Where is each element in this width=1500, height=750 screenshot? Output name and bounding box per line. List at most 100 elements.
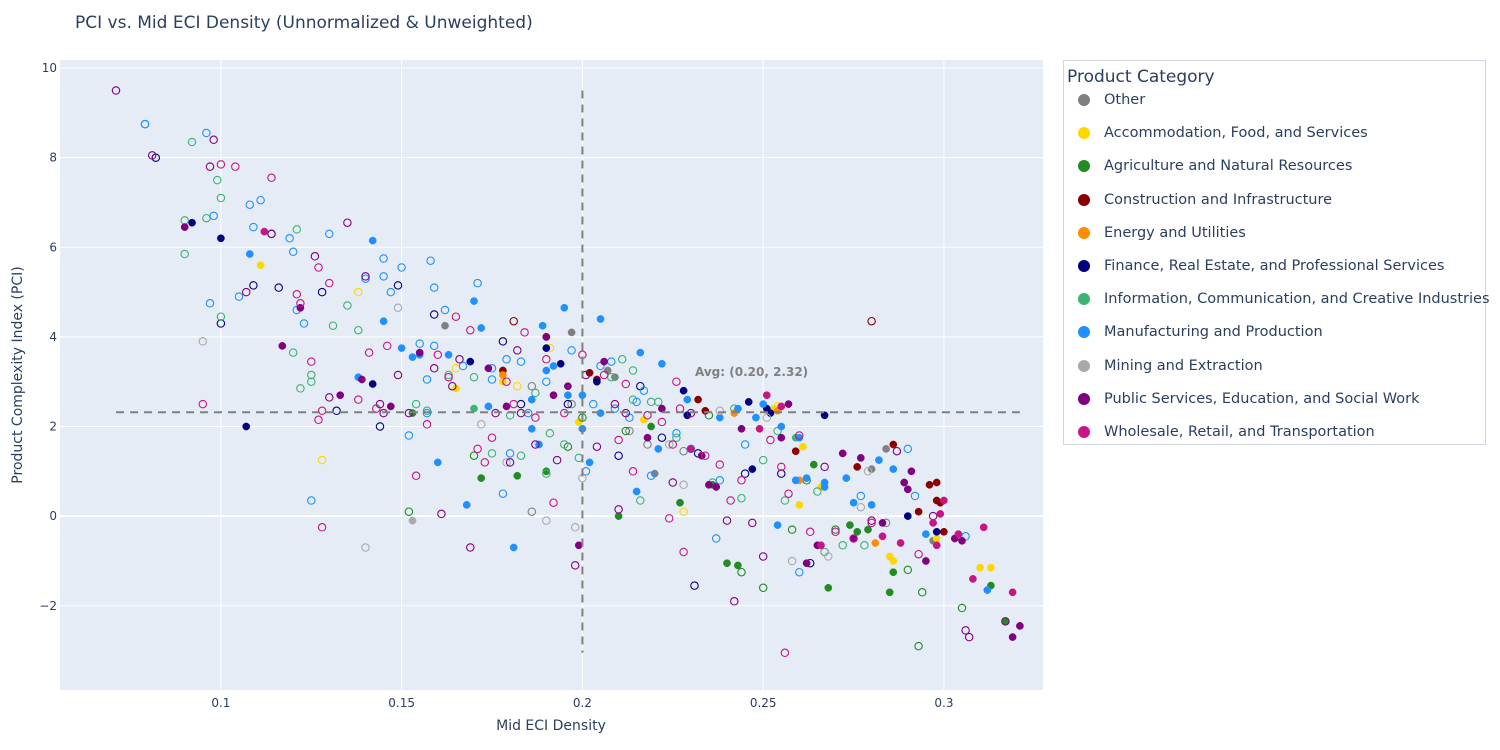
data-point xyxy=(589,399,598,409)
data-point xyxy=(737,567,746,577)
data-point xyxy=(787,525,797,534)
data-point xyxy=(542,333,551,341)
data-point xyxy=(256,261,265,270)
legend-item[interactable]: Manufacturing and Production xyxy=(1064,321,1323,343)
legend-item[interactable]: Construction and Infrastructure xyxy=(1064,189,1332,211)
data-point xyxy=(567,399,576,409)
data-point xyxy=(249,281,258,290)
data-point xyxy=(205,162,215,171)
data-point xyxy=(856,502,866,512)
data-point xyxy=(787,556,797,566)
data-point xyxy=(325,393,334,402)
data-point xyxy=(896,539,905,547)
data-point xyxy=(574,541,583,550)
data-point xyxy=(451,312,461,321)
data-point xyxy=(358,375,366,384)
data-point xyxy=(426,256,435,265)
data-point xyxy=(628,467,638,476)
data-point xyxy=(545,429,555,438)
data-point xyxy=(755,424,764,433)
data-point xyxy=(777,433,786,442)
data-point xyxy=(216,160,226,169)
data-point xyxy=(784,489,793,498)
data-point xyxy=(987,563,995,572)
legend-item[interactable]: Mining and Extraction xyxy=(1064,355,1263,377)
series-group xyxy=(140,119,992,594)
legend-swatch xyxy=(1078,127,1090,140)
data-point xyxy=(957,603,967,613)
data-point xyxy=(636,496,645,505)
data-point xyxy=(849,498,858,507)
data-point xyxy=(889,568,898,577)
data-point xyxy=(932,541,941,550)
legend-item[interactable]: Other xyxy=(1064,89,1145,111)
data-point xyxy=(871,539,880,547)
data-point xyxy=(777,402,786,411)
data-point xyxy=(368,380,377,388)
legend-item[interactable]: Information, Communication, and Creative… xyxy=(1064,288,1490,310)
data-point xyxy=(498,489,508,498)
data-point xyxy=(513,346,522,355)
data-point xyxy=(231,162,240,171)
data-point xyxy=(762,413,772,422)
data-point xyxy=(715,413,724,422)
data-point xyxy=(878,519,887,527)
data-point xyxy=(234,292,244,301)
legend-item[interactable]: Finance, Real Estate, and Professional S… xyxy=(1064,255,1444,277)
data-point xyxy=(610,399,620,409)
data-point xyxy=(556,359,565,368)
data-point xyxy=(657,417,667,427)
data-point xyxy=(542,469,551,478)
data-point xyxy=(744,398,753,406)
data-point xyxy=(679,386,688,395)
data-point xyxy=(762,391,771,400)
data-point xyxy=(404,507,414,516)
legend-swatch xyxy=(1078,94,1090,106)
legend-item[interactable]: Wholesale, Retail, and Transportation xyxy=(1064,421,1375,443)
data-point xyxy=(542,377,551,386)
legend-label: Manufacturing and Production xyxy=(1104,324,1323,341)
legend-swatch xyxy=(1078,426,1090,438)
data-point xyxy=(527,507,537,516)
data-point xyxy=(466,325,475,335)
data-point xyxy=(278,342,287,350)
data-point xyxy=(502,355,511,364)
data-point xyxy=(715,476,725,485)
data-point xyxy=(213,175,222,185)
data-point xyxy=(549,391,558,400)
data-point xyxy=(791,476,800,485)
data-point xyxy=(111,86,121,95)
data-point xyxy=(393,303,403,313)
data-point xyxy=(448,381,457,391)
legend-item[interactable]: Public Services, Education, and Social W… xyxy=(1064,388,1420,410)
data-point xyxy=(784,400,793,408)
data-point xyxy=(614,505,623,514)
data-point xyxy=(379,317,388,326)
series-group xyxy=(151,153,941,590)
data-point xyxy=(198,337,208,346)
legend-label: Mining and Extraction xyxy=(1104,357,1263,374)
data-point xyxy=(668,440,678,449)
data-point xyxy=(242,422,251,431)
data-point xyxy=(198,399,208,409)
data-point xyxy=(820,462,829,472)
data-point xyxy=(889,557,898,565)
data-point xyxy=(310,252,320,261)
data-point xyxy=(325,278,334,288)
legend-item[interactable]: Energy and Utilities xyxy=(1064,222,1246,244)
data-point xyxy=(317,287,327,297)
legend-item[interactable]: Agriculture and Natural Resources xyxy=(1064,155,1352,177)
legend-swatch xyxy=(1078,326,1090,339)
data-point xyxy=(777,422,786,431)
data-point xyxy=(863,467,873,476)
data-point xyxy=(364,348,374,357)
legend-item[interactable]: Accommodation, Food, and Services xyxy=(1064,122,1368,144)
data-point xyxy=(513,381,522,391)
x-axis-label: Mid ECI Density xyxy=(496,718,606,734)
data-point xyxy=(570,523,580,532)
data-point xyxy=(885,588,894,597)
data-point xyxy=(466,357,475,366)
data-point xyxy=(867,501,876,509)
data-point xyxy=(542,344,551,352)
data-point xyxy=(343,218,352,227)
